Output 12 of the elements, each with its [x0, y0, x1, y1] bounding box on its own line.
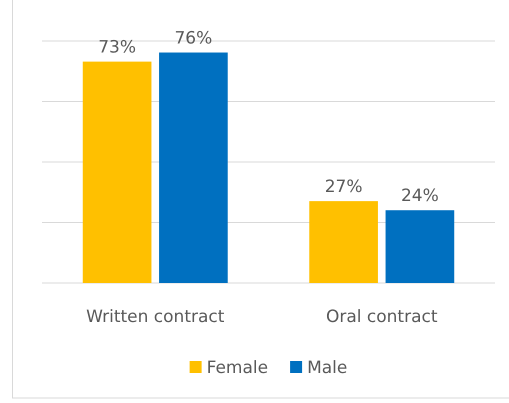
x-tick-label: Written contract — [86, 307, 225, 327]
data-label: 27% — [324, 177, 362, 198]
bar — [386, 210, 454, 283]
data-label: 76% — [174, 28, 212, 49]
bar — [82, 62, 152, 283]
legend-label: Male — [307, 358, 348, 378]
bar — [159, 52, 228, 283]
data-label: 24% — [401, 186, 439, 206]
legend-label: Female — [206, 358, 268, 378]
bar — [309, 201, 378, 283]
data-label: 73% — [98, 38, 136, 58]
x-tick-label: Oral contract — [326, 307, 438, 327]
